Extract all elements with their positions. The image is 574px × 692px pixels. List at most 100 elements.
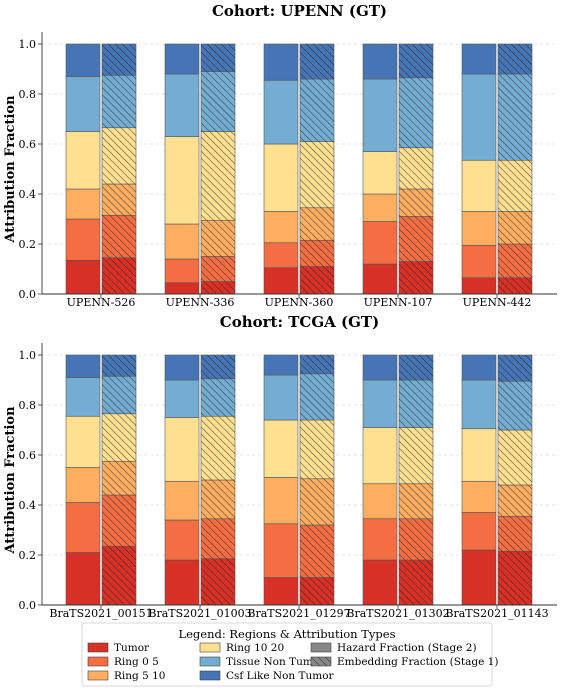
bar-hatch-overlay — [102, 184, 136, 216]
bar-segment-csf-like-non-tumor-hazard — [263, 354, 299, 376]
bar-hatch-overlay — [300, 577, 334, 605]
bar-segment-ring-0-5-hazard — [461, 512, 497, 551]
bar-hatch-overlay — [399, 44, 433, 78]
bar-hatch-overlay — [399, 189, 433, 217]
x-tick-label: BraTS2021_01003 — [148, 607, 251, 620]
legend-frame — [81, 622, 493, 687]
bar-hatch-overlay — [300, 141, 334, 208]
legend-entry-label: Hazard Fraction (Stage 2) — [337, 642, 477, 654]
bar-hatch-overlay — [102, 215, 136, 258]
bar-hatch-overlay — [201, 71, 235, 132]
bar-segment-tissue-non-tumor-hazard — [461, 73, 497, 161]
legend-title: Legend: Regions & Attribution Types — [178, 627, 395, 641]
bar-hatch-overlay — [201, 44, 235, 72]
bar-hatch-overlay — [102, 461, 136, 495]
bar-hatch-overlay — [498, 485, 532, 517]
bar-hatch-overlay — [498, 516, 532, 552]
bar-hatch-overlay — [201, 131, 235, 221]
bar-segment-tumor-hazard — [263, 267, 299, 295]
bar-segment-ring-0-5-hazard — [263, 242, 299, 269]
bar-hatch-overlay — [102, 495, 136, 547]
bar-hatch-overlay — [498, 244, 532, 278]
bar-hatch-overlay — [201, 378, 235, 417]
bar-hatch-overlay — [201, 355, 235, 379]
bar-segment-tissue-non-tumor-hazard — [362, 379, 398, 428]
bar-segment-ring-0-5-hazard — [362, 518, 398, 561]
y-tick-label: 0.4 — [19, 499, 37, 512]
x-tick-label: BraTS2021_01297 — [247, 607, 350, 620]
chart-panel-1: Cohort: UPENN (GT)Attribution Fraction0.… — [3, 2, 557, 309]
legend-entry-label: Tumor — [114, 642, 150, 654]
bar-hatch-overlay — [399, 427, 433, 484]
bar-segment-csf-like-non-tumor-hazard — [164, 354, 200, 381]
bar-segment-csf-like-non-tumor-hazard — [164, 43, 200, 75]
bar-segment-tissue-non-tumor-hazard — [263, 374, 299, 421]
bar-hatch-overlay — [399, 518, 433, 560]
legend-swatch — [87, 670, 109, 681]
bar-hatch-overlay — [102, 546, 136, 605]
legend-swatch — [199, 670, 221, 681]
bar-segment-csf-like-non-tumor-hazard — [461, 354, 497, 381]
bar-segment-ring-10-20-hazard — [65, 415, 101, 468]
bar-hatch-overlay — [201, 281, 235, 294]
legend-entry-label: Tissue Non Tumor — [226, 656, 325, 668]
bar-hatch-overlay — [399, 355, 433, 380]
legend-swatch-hatch — [311, 657, 331, 666]
bar-segment-ring-0-5-hazard — [263, 523, 299, 578]
bar-segment-csf-like-non-tumor-hazard — [362, 354, 398, 381]
x-tick-label: UPENN-526 — [67, 296, 136, 309]
bar-hatch-overlay — [498, 381, 532, 430]
x-tick-label: BraTS2021_01143 — [445, 607, 548, 620]
bar-hatch-overlay — [300, 420, 334, 479]
bar-segment-tissue-non-tumor-hazard — [65, 377, 101, 417]
bar-segment-ring-0-5-hazard — [362, 221, 398, 265]
bar-hatch-overlay — [498, 551, 532, 605]
bar-hatch-overlay — [300, 373, 334, 420]
bar-hatch-overlay — [300, 44, 334, 79]
bar-segment-ring-5-10-hazard — [164, 480, 200, 521]
bar-hatch-overlay — [498, 44, 532, 74]
bar-segment-ring-10-20-hazard — [164, 136, 200, 225]
bar-segment-ring-0-5-hazard — [164, 258, 200, 284]
bar-hatch-overlay — [399, 380, 433, 428]
bar-hatch-overlay — [300, 240, 334, 267]
bar-segment-tissue-non-tumor-hazard — [461, 379, 497, 430]
bar-segment-tissue-non-tumor-hazard — [362, 78, 398, 152]
x-tick-label: UPENN-360 — [265, 296, 334, 309]
bar-segment-ring-10-20-hazard — [461, 159, 497, 212]
bar-segment-tissue-non-tumor-hazard — [65, 76, 101, 132]
bar-hatch-overlay — [201, 220, 235, 257]
y-tick-label: 0.4 — [19, 188, 37, 201]
legend-entry-label: Ring 5 10 — [114, 670, 165, 682]
legend-swatch — [87, 656, 109, 667]
bar-segment-tumor-hazard — [164, 559, 200, 606]
bar-segment-ring-10-20-hazard — [461, 428, 497, 482]
bar-segment-csf-like-non-tumor-hazard — [65, 43, 101, 77]
chart-panel-2: Cohort: TCGA (GT) Attribution Fraction 0.0… — [3, 313, 557, 620]
y-tick-label: 1.0 — [19, 349, 37, 362]
bar-segment-tumor-hazard — [263, 577, 299, 606]
bar-hatch-overlay — [498, 160, 532, 212]
bar-segment-tumor-hazard — [65, 259, 101, 295]
bar-segment-ring-5-10-hazard — [164, 223, 200, 260]
bar-segment-ring-10-20-hazard — [65, 131, 101, 190]
bar-hatch-overlay — [498, 277, 532, 294]
bar-segment-ring-5-10-hazard — [362, 193, 398, 222]
bar-hatch-overlay — [300, 525, 334, 578]
y-tick-label: 0.8 — [19, 399, 37, 412]
y-axis-label: Attribution Fraction — [3, 95, 18, 244]
bar-segment-ring-5-10-hazard — [461, 211, 497, 246]
bar-hatch-overlay — [102, 413, 136, 462]
bar-hatch-overlay — [102, 355, 136, 377]
bar-hatch-overlay — [399, 261, 433, 294]
bar-hatch-overlay — [300, 207, 334, 241]
bar-segment-ring-5-10-hazard — [263, 477, 299, 525]
bar-hatch-overlay — [300, 79, 334, 142]
bar-segment-ring-10-20-hazard — [263, 419, 299, 478]
bar-segment-ring-10-20-hazard — [362, 427, 398, 485]
legend-entry-label: Embedding Fraction (Stage 1) — [337, 656, 498, 668]
bar-hatch-overlay — [102, 75, 136, 128]
y-tick-label: 0.0 — [19, 599, 37, 612]
bar-hatch-overlay — [102, 257, 136, 294]
bar-segment-csf-like-non-tumor-hazard — [65, 354, 101, 378]
